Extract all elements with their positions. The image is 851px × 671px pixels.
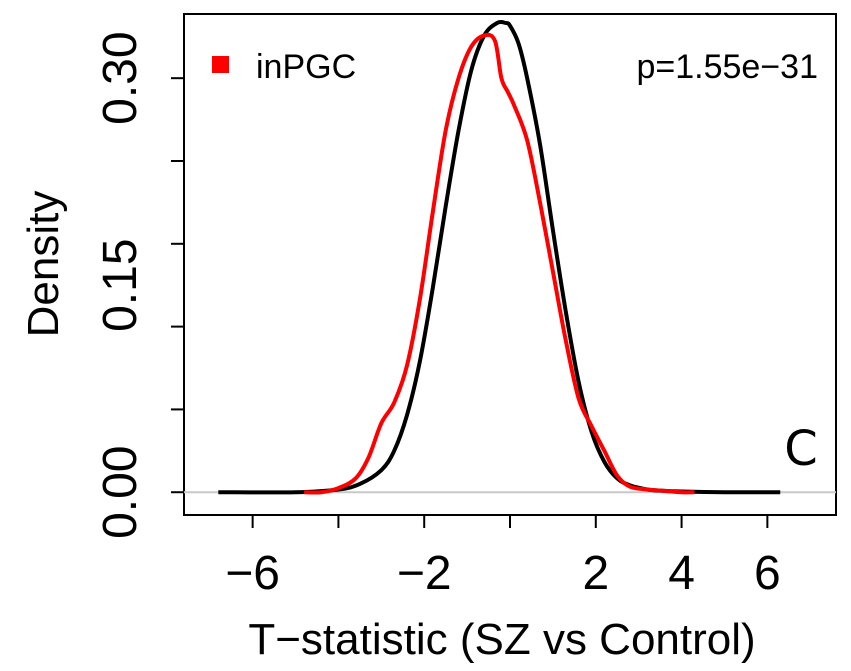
- series-layer: [218, 22, 780, 493]
- y-axis: 0.00 0.15 0.30: [94, 31, 184, 538]
- legend-swatch-inPGC: [212, 56, 229, 73]
- x-tick-label: 4: [668, 547, 695, 600]
- y-tick-label: 0.30: [94, 31, 147, 124]
- x-tick-label: −2: [397, 547, 452, 600]
- plot-frame: [184, 14, 836, 515]
- x-axis-title: T−statistic (SZ vs Control): [248, 615, 755, 664]
- x-tick-label: −6: [225, 547, 280, 600]
- series-line-reference: [218, 22, 780, 492]
- x-axis: −6 −2 2 4 6: [225, 515, 780, 600]
- y-tick-label: 0.00: [94, 446, 147, 539]
- y-tick-label: 0.15: [94, 238, 147, 331]
- panel-label: C: [784, 421, 818, 477]
- y-axis-title: Density: [19, 191, 68, 338]
- legend: inPGC: [212, 48, 356, 86]
- series-line-inPGC: [304, 35, 694, 493]
- x-tick-label: 2: [582, 547, 609, 600]
- legend-label-inPGC: inPGC: [256, 48, 356, 86]
- x-tick-label: 6: [754, 547, 781, 600]
- p-value-annotation: p=1.55e−31: [636, 48, 818, 86]
